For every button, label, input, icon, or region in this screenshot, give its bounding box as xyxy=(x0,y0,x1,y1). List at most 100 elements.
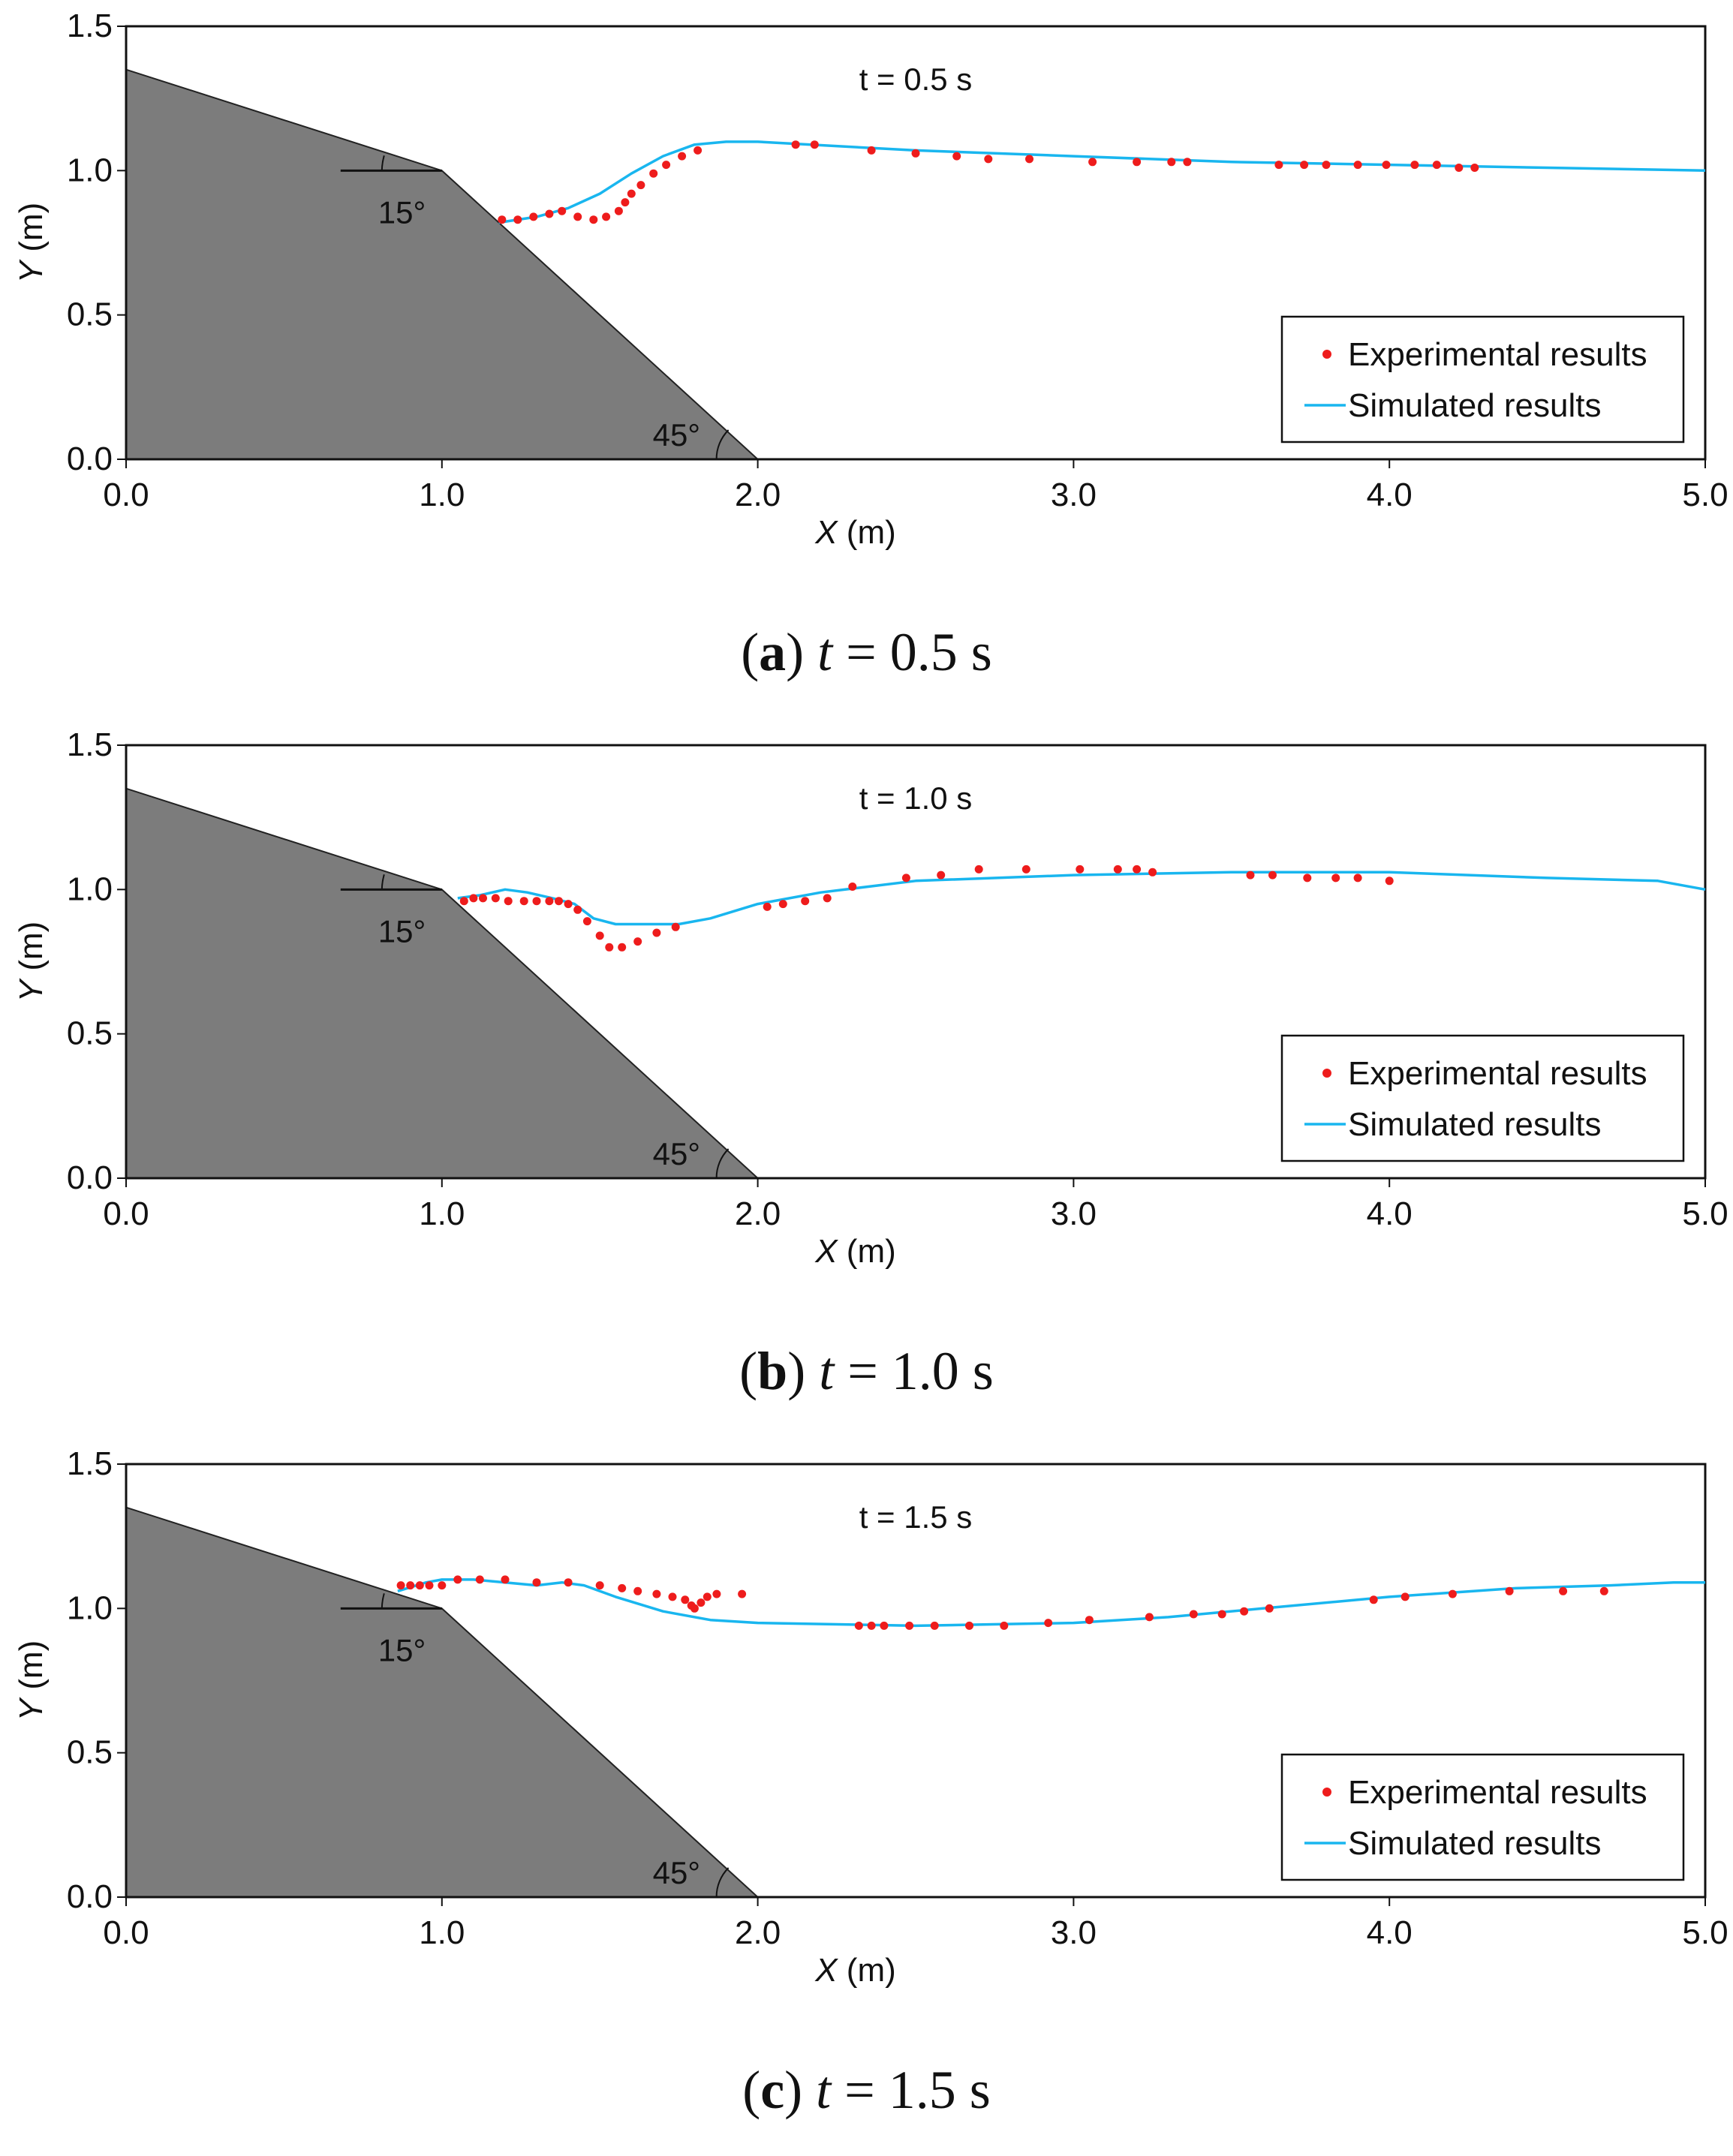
legend-marker-experimental xyxy=(1322,350,1331,359)
experimental-point xyxy=(1113,865,1122,874)
experimental-point xyxy=(1353,161,1362,170)
experimental-point xyxy=(778,900,787,909)
y-tick-label: 1.5 xyxy=(67,726,113,763)
angle-arc-upper xyxy=(381,155,385,171)
experimental-point xyxy=(905,1621,914,1630)
experimental-point xyxy=(1401,1592,1410,1601)
simulated-series-line xyxy=(498,140,1706,224)
plot-frame xyxy=(125,1463,1707,1899)
experimental-point xyxy=(425,1581,434,1590)
experimental-point xyxy=(738,1589,747,1598)
simulated-series-line xyxy=(457,871,1706,926)
experimental-point xyxy=(627,189,636,198)
legend-box xyxy=(1280,1034,1685,1162)
experimental-point xyxy=(671,922,680,931)
legend-label-experimental: Experimental results xyxy=(1348,336,1647,373)
angle-arc-lower xyxy=(715,1148,730,1179)
experimental-point xyxy=(396,1581,405,1590)
x-tick-label: 0.0 xyxy=(103,477,149,513)
experimental-point xyxy=(703,1592,712,1601)
x-axis-label: X (m) xyxy=(814,514,896,551)
experimental-point xyxy=(801,897,810,906)
experimental-point xyxy=(633,937,642,946)
x-tick-label: 0.0 xyxy=(103,1914,149,1951)
angle-label-upper: 15° xyxy=(378,194,426,230)
legend-marker-experimental xyxy=(1322,1788,1331,1797)
angle-arc-upper xyxy=(381,1593,385,1609)
simulated-series-line xyxy=(397,1578,1705,1628)
x-tick-label: 1.0 xyxy=(419,477,465,513)
experimental-point xyxy=(519,897,528,906)
experimental-point xyxy=(791,140,800,149)
experimental-point xyxy=(1455,164,1464,172)
experimental-point xyxy=(573,212,582,221)
experimental-point xyxy=(854,1621,863,1630)
experimental-point xyxy=(867,146,876,155)
x-tick-label: 5.0 xyxy=(1682,477,1728,513)
experimental-point xyxy=(1353,874,1362,883)
y-axis-label: Y (m) xyxy=(13,203,50,284)
experimental-point xyxy=(678,152,687,161)
legend-label-simulated: Simulated results xyxy=(1348,1106,1601,1143)
experimental-point xyxy=(1385,877,1394,886)
experimental-point xyxy=(532,897,541,906)
experimental-point xyxy=(1000,1621,1009,1630)
experimental-point xyxy=(1470,164,1479,172)
angle-label-lower: 45° xyxy=(653,1136,701,1171)
experimental-point xyxy=(763,902,772,911)
legend-label-simulated: Simulated results xyxy=(1348,387,1601,424)
experimental-point xyxy=(459,897,468,906)
plot-frame xyxy=(125,744,1707,1180)
y-tick-label: 1.0 xyxy=(67,871,113,907)
experimental-point xyxy=(555,897,563,906)
chart-c: 0.0 0.5 1.0 1.5 0.0 1.0 2.0 3.0 4.0 5.0 X (m) Y (m)… xyxy=(13,1445,1728,1989)
experimental-point xyxy=(618,943,627,952)
caption-b: (b) t = 1.0 s xyxy=(739,1341,994,1401)
x-tick-label: 1.0 xyxy=(419,1914,465,1951)
experimental-point xyxy=(649,169,658,178)
plot-title: t = 1.5 s xyxy=(859,1499,973,1535)
y-tick-label: 0.0 xyxy=(67,441,113,477)
experimental-point xyxy=(1274,161,1283,170)
experimental-point xyxy=(974,865,983,874)
x-tick-label: 4.0 xyxy=(1367,477,1413,513)
x-axis-label: X (m) xyxy=(814,1952,896,1989)
experimental-point xyxy=(1410,161,1419,170)
experimental-point xyxy=(690,1604,699,1613)
y-tick-label: 0.5 xyxy=(67,296,113,333)
experimental-point xyxy=(564,1578,573,1587)
experimental-point xyxy=(602,212,611,221)
experimental-point xyxy=(1382,161,1391,170)
experimental-point xyxy=(595,1581,604,1590)
experimental-point xyxy=(848,883,857,891)
x-tick-label: 5.0 xyxy=(1682,1914,1728,1951)
experimental-point xyxy=(810,140,819,149)
experimental-point xyxy=(911,149,920,158)
experimental-point xyxy=(652,928,661,937)
experimental-point xyxy=(1167,158,1176,167)
experimental-point xyxy=(406,1581,415,1590)
experimental-point xyxy=(498,215,507,224)
panel-c: 0.0 0.5 1.0 1.5 0.0 1.0 2.0 3.0 4.0 5.0 X (m) Y (m)… xyxy=(0,1438,1733,2156)
x-tick-label: 1.0 xyxy=(419,1195,465,1232)
experimental-point xyxy=(1268,871,1277,880)
experimental-point xyxy=(1148,868,1157,877)
y-tick-label: 1.0 xyxy=(67,152,113,188)
angle-label-upper: 15° xyxy=(378,1632,426,1667)
x-tick-label: 2.0 xyxy=(735,1195,781,1232)
y-tick-label: 0.0 xyxy=(67,1159,113,1196)
experimental-point xyxy=(545,209,554,218)
experimental-point xyxy=(564,900,573,909)
y-tick-label: 1.5 xyxy=(67,1445,113,1482)
experimental-point xyxy=(1145,1613,1154,1622)
experimental-point xyxy=(529,212,538,221)
experimental-point xyxy=(501,1575,510,1584)
experimental-point xyxy=(1448,1589,1457,1598)
experimental-point xyxy=(614,206,623,215)
experimental-point xyxy=(1303,874,1312,883)
experimental-point xyxy=(901,874,910,883)
x-tick-label: 5.0 xyxy=(1682,1195,1728,1232)
experimental-point xyxy=(1300,161,1309,170)
angle-arc-lower xyxy=(715,429,730,460)
slope-body xyxy=(125,1506,760,1898)
